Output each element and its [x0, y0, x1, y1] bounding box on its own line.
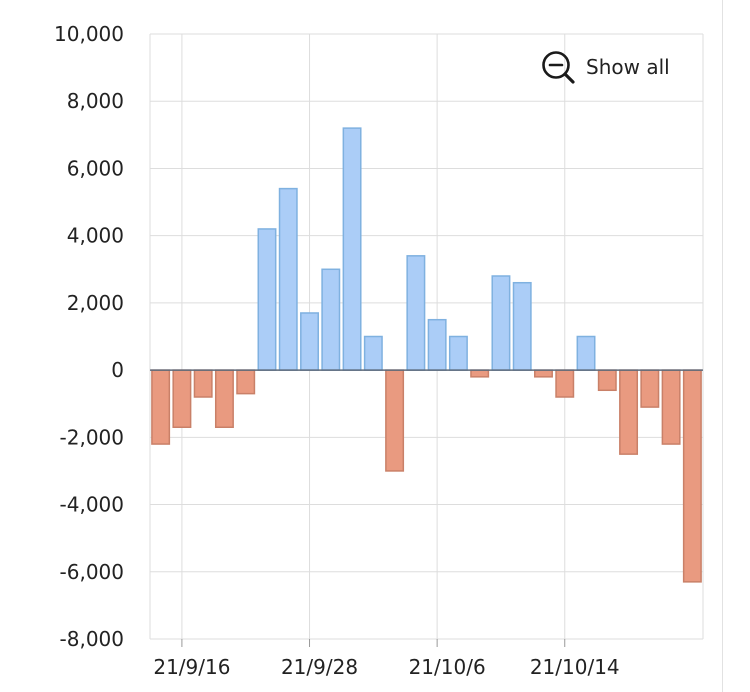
y-tick-label: -6,000: [60, 560, 124, 584]
bar-positive: [427, 318, 447, 371]
bar-positive: [491, 275, 511, 371]
bar-positive: [257, 228, 277, 371]
bar-positive: [278, 187, 298, 371]
bar-negative: [597, 369, 617, 392]
bar-layer: [151, 127, 702, 583]
y-tick-label: 8,000: [67, 89, 124, 113]
bar-negative: [682, 369, 702, 583]
bar-negative: [640, 369, 660, 408]
bar-positive: [576, 335, 596, 371]
y-tick-label: 0: [111, 358, 124, 382]
y-tick-label: 6,000: [67, 156, 124, 180]
bar-positive: [448, 335, 468, 371]
y-tick-label: -8,000: [60, 627, 124, 651]
bar-positive: [406, 255, 426, 371]
bar-positive: [300, 312, 319, 371]
bar-negative: [470, 369, 490, 378]
show-all-button[interactable]: Show all: [540, 48, 670, 86]
show-all-label: Show all: [586, 55, 670, 79]
bar-negative: [385, 369, 405, 472]
x-tick-label: 21/9/28: [281, 655, 358, 679]
x-tick-label: 21/10/6: [409, 655, 486, 679]
bar-negative: [214, 369, 234, 429]
bar-negative: [151, 369, 171, 445]
y-tick-label: 10,000: [54, 22, 124, 46]
y-tick-label: 4,000: [67, 224, 124, 248]
grid-layer: [149, 33, 704, 640]
bar-negative: [555, 369, 575, 398]
x-tick-label: 21/9/16: [153, 655, 230, 679]
axis-layer: [150, 369, 703, 647]
bar-positive: [342, 127, 362, 371]
y-tick-label: -2,000: [60, 425, 124, 449]
bar-negative: [236, 369, 256, 395]
panel-right-border: [722, 0, 723, 692]
y-tick-label: -4,000: [60, 493, 124, 517]
bar-negative: [172, 369, 192, 429]
bar-negative: [619, 369, 639, 455]
bar-negative: [193, 369, 213, 398]
bar-negative: [661, 369, 681, 445]
bar-negative: [534, 369, 553, 378]
zoom-out-icon: [542, 51, 575, 84]
x-tick-label: 21/10/14: [530, 655, 620, 679]
bar-positive: [321, 268, 341, 371]
bar-positive: [363, 335, 383, 371]
y-tick-label: 2,000: [67, 291, 124, 315]
bar-positive: [512, 281, 532, 371]
label-layer: 10,000 8,000 6,000 4,000 2,000 0 -2,000 -4,000 -…: [54, 22, 620, 679]
